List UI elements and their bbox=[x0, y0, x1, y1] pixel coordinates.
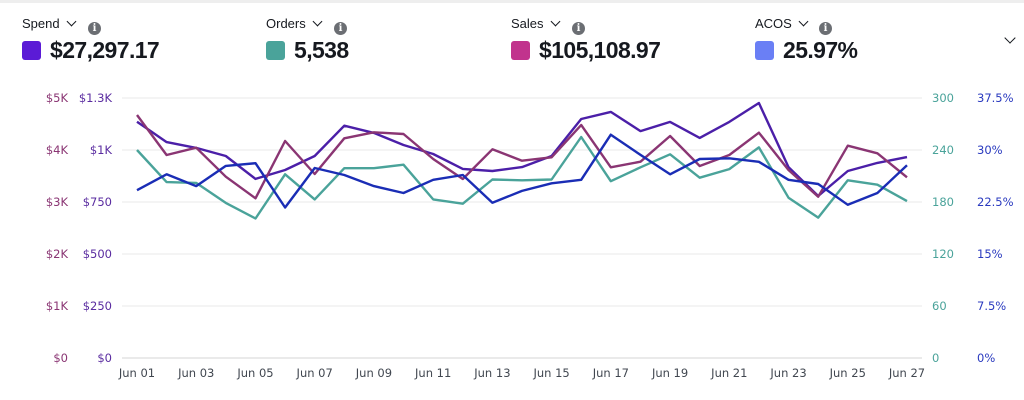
x-axis-tick: Jun 07 bbox=[296, 366, 333, 380]
metric-value: $27,297.17 bbox=[50, 37, 160, 63]
acos-axis-tick: 37.5% bbox=[977, 91, 1014, 105]
top-divider bbox=[0, 0, 1024, 3]
acos-axis-tick: 30% bbox=[977, 143, 1003, 157]
metric-value: 25.97% bbox=[783, 37, 858, 63]
series-line-orders bbox=[136, 135, 908, 220]
metric-orders: Orders i 5,538 bbox=[266, 16, 349, 64]
orders-axis-tick: 300 bbox=[932, 91, 954, 105]
sales-axis-tick: $1K bbox=[46, 299, 69, 313]
x-axis-tick: Jun 15 bbox=[532, 366, 569, 380]
x-axis-tick: Jun 23 bbox=[769, 366, 806, 380]
orders-axis-tick: 60 bbox=[932, 299, 947, 313]
x-axis-tick: Jun 03 bbox=[177, 366, 214, 380]
sales-axis-tick: $4K bbox=[46, 143, 69, 157]
orders-axis-tick: 240 bbox=[932, 143, 954, 157]
x-axis-tick: Jun 13 bbox=[473, 366, 510, 380]
sales-axis-tick: $0 bbox=[53, 351, 68, 365]
orders-axis-tick: 120 bbox=[932, 247, 954, 261]
x-axis-tick: Jun 11 bbox=[414, 366, 451, 380]
metric-value: 5,538 bbox=[294, 37, 349, 63]
metric-label: ACOS bbox=[755, 16, 792, 31]
x-axis-tick: Jun 01 bbox=[118, 366, 155, 380]
metric-sales: Sales i $105,108.97 bbox=[511, 16, 661, 64]
metric-selector-sales[interactable]: Sales bbox=[511, 16, 660, 31]
metric-acos: ACOS i 25.97% bbox=[755, 16, 858, 64]
orders-axis-tick: 0 bbox=[932, 351, 939, 365]
metric-spend: Spend i $27,297.17 bbox=[22, 16, 160, 64]
acos-axis-tick: 22.5% bbox=[977, 195, 1014, 209]
x-axis-tick: Jun 09 bbox=[355, 366, 392, 380]
info-icon[interactable]: i bbox=[572, 22, 585, 35]
info-icon[interactable]: i bbox=[819, 22, 832, 35]
metric-value: $105,108.97 bbox=[539, 37, 661, 63]
x-axis-tick: Jun 19 bbox=[651, 366, 688, 380]
x-axis-tick: Jun 05 bbox=[236, 366, 273, 380]
spend-axis-tick: $250 bbox=[83, 299, 112, 313]
metric-selector-spend[interactable]: Spend bbox=[22, 16, 159, 31]
metric-selector-orders[interactable]: Orders bbox=[266, 16, 349, 31]
spend-axis-tick: $750 bbox=[83, 195, 112, 209]
metric-swatch[interactable] bbox=[755, 41, 774, 60]
spend-axis-tick: $1K bbox=[90, 143, 113, 157]
series-line-acos bbox=[136, 133, 908, 209]
info-icon[interactable]: i bbox=[334, 22, 347, 35]
info-icon[interactable]: i bbox=[88, 22, 101, 35]
acos-axis-tick: 0% bbox=[977, 351, 995, 365]
sales-axis-tick: $3K bbox=[46, 195, 69, 209]
spend-axis-tick: $0 bbox=[97, 351, 112, 365]
metric-swatch[interactable] bbox=[266, 41, 285, 60]
metric-selector-acos[interactable]: ACOS bbox=[755, 16, 857, 31]
metric-label: Spend bbox=[22, 16, 60, 31]
x-axis-tick: Jun 25 bbox=[829, 366, 866, 380]
metric-swatch[interactable] bbox=[511, 41, 530, 60]
series-line-sales bbox=[136, 114, 908, 200]
spend-axis-tick: $1.3K bbox=[79, 91, 113, 105]
x-axis-tick: Jun 27 bbox=[888, 366, 925, 380]
metric-label: Sales bbox=[511, 16, 544, 31]
x-axis-tick: Jun 21 bbox=[710, 366, 747, 380]
metric-swatch[interactable] bbox=[22, 41, 41, 60]
x-axis-tick: Jun 17 bbox=[592, 366, 629, 380]
sales-axis-tick: $2K bbox=[46, 247, 69, 261]
acos-axis-tick: 7.5% bbox=[977, 299, 1006, 313]
orders-axis-tick: 180 bbox=[932, 195, 954, 209]
metric-label: Orders bbox=[266, 16, 306, 31]
acos-axis-tick: 15% bbox=[977, 247, 1003, 261]
spend-axis-tick: $500 bbox=[83, 247, 112, 261]
sales-axis-tick: $5K bbox=[46, 91, 69, 105]
